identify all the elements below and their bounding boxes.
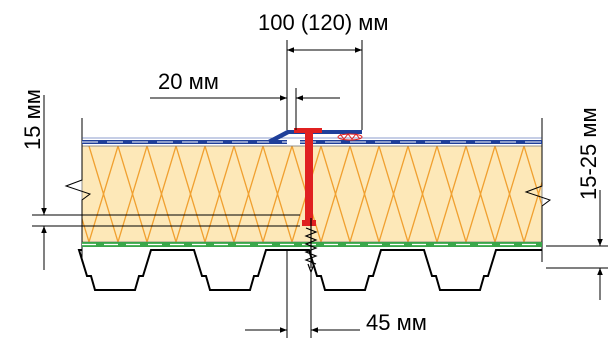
weld-marks [337, 133, 363, 141]
dimension-top-thickness [32, 95, 300, 270]
fastener-spacing-label: 45 мм [366, 310, 427, 335]
penetration-label: 15-25 мм [576, 107, 601, 200]
dimension-overlap [286, 40, 363, 130]
dimension-fastener-spacing [245, 250, 360, 338]
vapor-barrier [82, 242, 542, 247]
telescopic-fastener-icon [294, 128, 322, 226]
top-thickness-label: 15 мм [20, 89, 45, 150]
overlap-width-label: 100 (120) мм [258, 10, 389, 35]
break-line-icon [64, 118, 552, 262]
dimension-penetration [546, 190, 608, 300]
edge-offset-label: 20 мм [158, 69, 219, 94]
dimension-edge-offset [150, 88, 340, 130]
insulation-layer [81, 145, 543, 243]
